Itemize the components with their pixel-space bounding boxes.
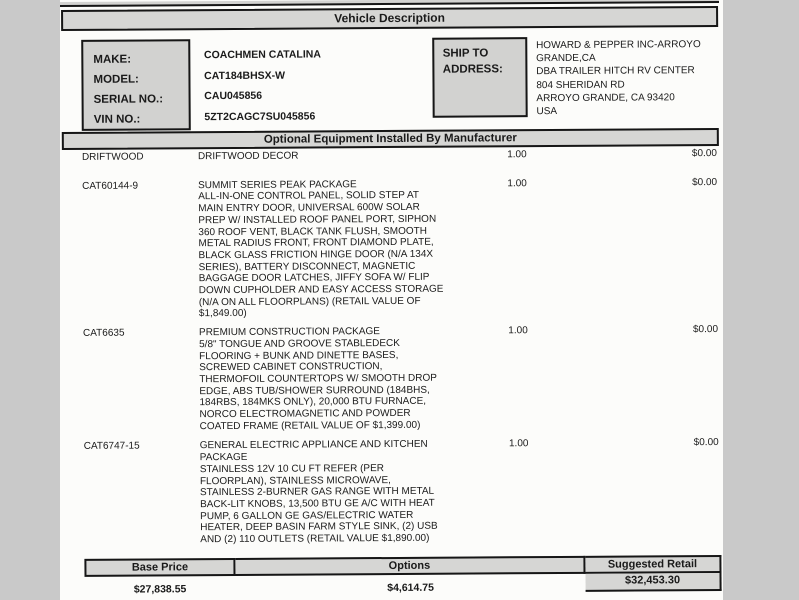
table-row: CAT60144-9 SUMMIT SERIES PEAK PACKAGE AL… <box>60 177 722 321</box>
options-value: $4,614.75 <box>387 581 434 594</box>
item-code: CAT6747-15 <box>83 441 140 453</box>
item-code: CAT60144-9 <box>82 180 139 192</box>
base-price-value: $27,838.55 <box>133 583 187 596</box>
table-row: DRIFTWOOD DRIFTWOOD DECOR 1.00 $0.00 <box>60 148 721 164</box>
suggested-retail-header: Suggested Retail <box>585 554 722 574</box>
item-quantity: 1.00 <box>507 149 527 161</box>
pricing-summary-table: Base Price $27,838.55 Options $4,614.75 … <box>84 554 723 596</box>
serial-no-value: CAU045856 <box>204 89 263 103</box>
ship-to-label-box: SHIP TO ADDRESS: <box>432 37 528 118</box>
model-value: CAT184BHSX-W <box>204 69 286 82</box>
suggested-retail-column: Suggested Retail $32,453.30 <box>585 554 722 592</box>
vehicle-info-section: MAKE: MODEL: SERIAL NO.: VIN NO.: COACHM… <box>81 36 721 132</box>
section-header-optional-equipment: Optional Equipment Installed By Manufact… <box>61 127 719 151</box>
options-column: Options $4,614.75 <box>235 555 586 595</box>
vehicle-values: COACHMEN CATALINA CAT184BHSX-W CAU045856… <box>204 38 371 131</box>
item-price: $0.00 <box>692 176 718 188</box>
ship-to-label: SHIP TO ADDRESS: <box>442 47 503 76</box>
item-price: $0.00 <box>692 324 719 336</box>
vehicle-labels-box: MAKE: MODEL: SERIAL NO.: VIN NO.: <box>81 39 191 131</box>
item-code: CAT6635 <box>82 327 125 340</box>
options-header: Options <box>235 555 586 576</box>
optional-equipment-table: DRIFTWOOD DRIFTWOOD DECOR 1.00 $0.00 CAT… <box>60 148 723 547</box>
serial-no-label: SERIAL NO.: <box>93 93 164 106</box>
item-quantity: 1.00 <box>507 177 527 189</box>
item-description: SUMMIT SERIES PEAK PACKAGE ALL-IN-ONE CO… <box>198 178 444 320</box>
table-row: CAT6747-15 GENERAL ELECTRIC APPLIANCE AN… <box>62 437 723 546</box>
vin-no-label: VIN NO.: <box>93 113 141 126</box>
base-price-column: Base Price $27,838.55 <box>84 557 236 596</box>
section-header-vehicle-description: Vehicle Description <box>61 5 719 32</box>
suggested-retail-value: $32,453.30 <box>585 572 722 592</box>
base-price-header: Base Price <box>84 557 236 577</box>
ship-to-address: HOWARD & PEPPER INC-ARROYO GRANDE,CA DBA… <box>536 39 701 118</box>
make-label: MAKE: <box>93 53 132 66</box>
item-price: $0.00 <box>693 437 719 449</box>
item-quantity: 1.00 <box>508 325 528 337</box>
item-code: DRIFTWOOD <box>81 151 144 163</box>
scanned-document-page: Vehicle Description MAKE: MODEL: SERIAL … <box>60 0 723 600</box>
item-quantity: 1.00 <box>508 438 529 450</box>
vin-no-value: 5ZT2CAGC7SU045856 <box>204 109 316 123</box>
table-row: CAT6635 PREMIUM CONSTRUCTION PACKAGE 5/8… <box>61 324 723 433</box>
item-description: GENERAL ELECTRIC APPLIANCE AND KITCHEN P… <box>199 439 438 546</box>
make-value: COACHMEN CATALINA <box>203 48 321 62</box>
item-description: DRIFTWOOD DECOR <box>197 150 299 163</box>
model-label: MODEL: <box>93 73 139 86</box>
item-description: PREMIUM CONSTRUCTION PACKAGE 5/8" TONGUE… <box>198 326 437 432</box>
item-price: $0.00 <box>691 148 717 160</box>
